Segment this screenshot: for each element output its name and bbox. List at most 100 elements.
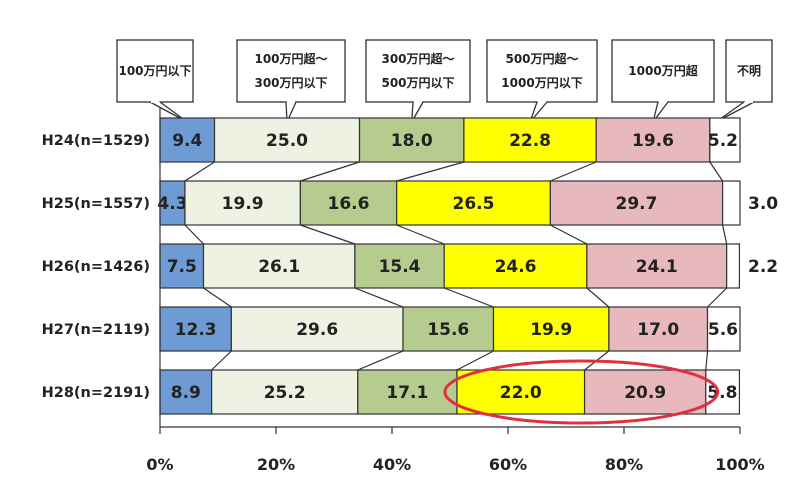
data-label: 12.3 — [175, 320, 217, 340]
bar-segment — [184, 180, 301, 226]
connector-line — [456, 350, 494, 371]
legend-label: 500万円以下 — [381, 76, 454, 90]
data-label: 3.0 — [748, 194, 778, 214]
connector-line — [550, 224, 588, 245]
legend-item-500万円超～: 500万円超～ 1000万円以下 — [486, 39, 598, 123]
legend-item-300万円超～: 300万円超～ 500万円以下 — [365, 39, 471, 123]
bars: H24(n=1529) 9.4 25.0 18.0 22.8 19.6 5.2 H25(n=1… — [42, 117, 778, 415]
highlight-ellipse — [443, 359, 720, 425]
bar-segment — [608, 306, 709, 352]
row-label: H25(n=1557) — [42, 196, 150, 212]
legend-box — [611, 39, 715, 103]
data-label: 29.6 — [296, 320, 338, 340]
legend-label: 100万円以下 — [118, 64, 191, 78]
bar-segment — [586, 243, 728, 289]
legend-label: 100万円超～ — [254, 51, 327, 66]
legend-item-100万円超～: 100万円超～ 300万円以下 — [236, 39, 346, 123]
bar-segment — [709, 117, 741, 163]
data-label: 9.4 — [172, 131, 202, 151]
bar-connectors — [184, 161, 728, 371]
row-label: H27(n=2119) — [42, 322, 150, 338]
connector-line — [705, 350, 709, 371]
data-label: 19.6 — [632, 131, 674, 151]
data-label: 17.1 — [386, 383, 428, 403]
data-label: 22.8 — [509, 131, 551, 151]
legend-label: 500万円超～ — [505, 51, 578, 66]
connector-line — [354, 287, 404, 308]
legend-box — [365, 39, 471, 103]
connector-line — [357, 350, 404, 371]
data-label: 2.2 — [748, 257, 778, 277]
data-label: 29.7 — [615, 194, 657, 214]
connector-line — [707, 287, 728, 308]
legend-item-不明: 不明 — [715, 39, 773, 123]
connector-line — [184, 224, 204, 245]
connector-line — [586, 287, 610, 308]
bar-segment — [721, 180, 741, 226]
data-label: 19.9 — [530, 320, 572, 340]
legend-item-100万円以下: 100万円以下 — [116, 39, 194, 123]
bar-segment — [402, 306, 495, 352]
data-label: 26.1 — [258, 257, 300, 277]
connector-line — [211, 350, 232, 371]
x-tick-label: 60% — [489, 455, 527, 474]
data-label: 24.6 — [495, 257, 537, 277]
row-label: H26(n=1426) — [42, 259, 150, 275]
connector-line — [443, 287, 494, 308]
bar-segment — [358, 117, 465, 163]
bar-segment — [396, 180, 551, 226]
bar-segment — [463, 117, 597, 163]
bar-segment — [159, 180, 186, 226]
bar-segment — [159, 117, 216, 163]
row-label: H28(n=2191) — [42, 385, 150, 401]
data-label: 15.4 — [379, 257, 421, 277]
legend-label: 300万円以下 — [254, 76, 327, 90]
x-axis: 0% 20% 40% 60% 80% 100% — [146, 108, 765, 474]
data-label: 19.9 — [222, 194, 264, 214]
connector-line — [709, 161, 724, 182]
bar-segment — [299, 180, 398, 226]
bar-segment — [583, 369, 707, 415]
connector-line — [203, 287, 232, 308]
highlight-group — [443, 359, 720, 425]
legend-pointer-mask — [659, 100, 667, 103]
connector-line — [184, 161, 215, 182]
x-tick-label: 20% — [257, 455, 295, 474]
legend-label: 300万円超～ — [381, 51, 454, 66]
x-tick-label: 80% — [605, 455, 643, 474]
legend-label: 1000万円以下 — [501, 76, 582, 90]
data-label: 26.5 — [453, 194, 495, 214]
bar-segment — [595, 117, 711, 163]
legend: 100万円以下 100万円超～ 300万円以下 300万円超～ 500万円以下 500万円… — [116, 39, 773, 123]
legend-box — [116, 39, 194, 103]
legend-pointer-mask — [151, 100, 159, 103]
data-label: 25.2 — [264, 383, 306, 403]
bar-segment — [159, 306, 232, 352]
bar-segment — [705, 369, 741, 415]
data-label: 18.0 — [391, 131, 433, 151]
connector-line — [300, 161, 360, 182]
bar-segment — [549, 180, 724, 226]
data-label: 15.6 — [427, 320, 469, 340]
data-label: 5.2 — [708, 131, 738, 151]
legend-pointer-mask — [538, 100, 546, 103]
x-tick-label: 40% — [373, 455, 411, 474]
bar-segment — [230, 306, 404, 352]
bar-segment — [357, 369, 458, 415]
legend-pointer-mask — [287, 100, 295, 103]
data-label: 17.0 — [637, 320, 679, 340]
data-label: 16.6 — [328, 194, 370, 214]
data-label: 7.5 — [167, 257, 197, 277]
x-tick-label: 100% — [715, 455, 764, 474]
x-tick-label: 0% — [146, 455, 173, 474]
data-label: 8.9 — [171, 383, 201, 403]
bar-segment — [706, 306, 741, 352]
connector-line — [396, 224, 445, 245]
data-label: 24.1 — [636, 257, 678, 277]
bar-segment — [213, 117, 361, 163]
row-label: H24(n=1529) — [42, 133, 150, 149]
data-label: 25.0 — [266, 131, 308, 151]
legend-box — [236, 39, 346, 103]
data-label: 20.9 — [624, 383, 666, 403]
